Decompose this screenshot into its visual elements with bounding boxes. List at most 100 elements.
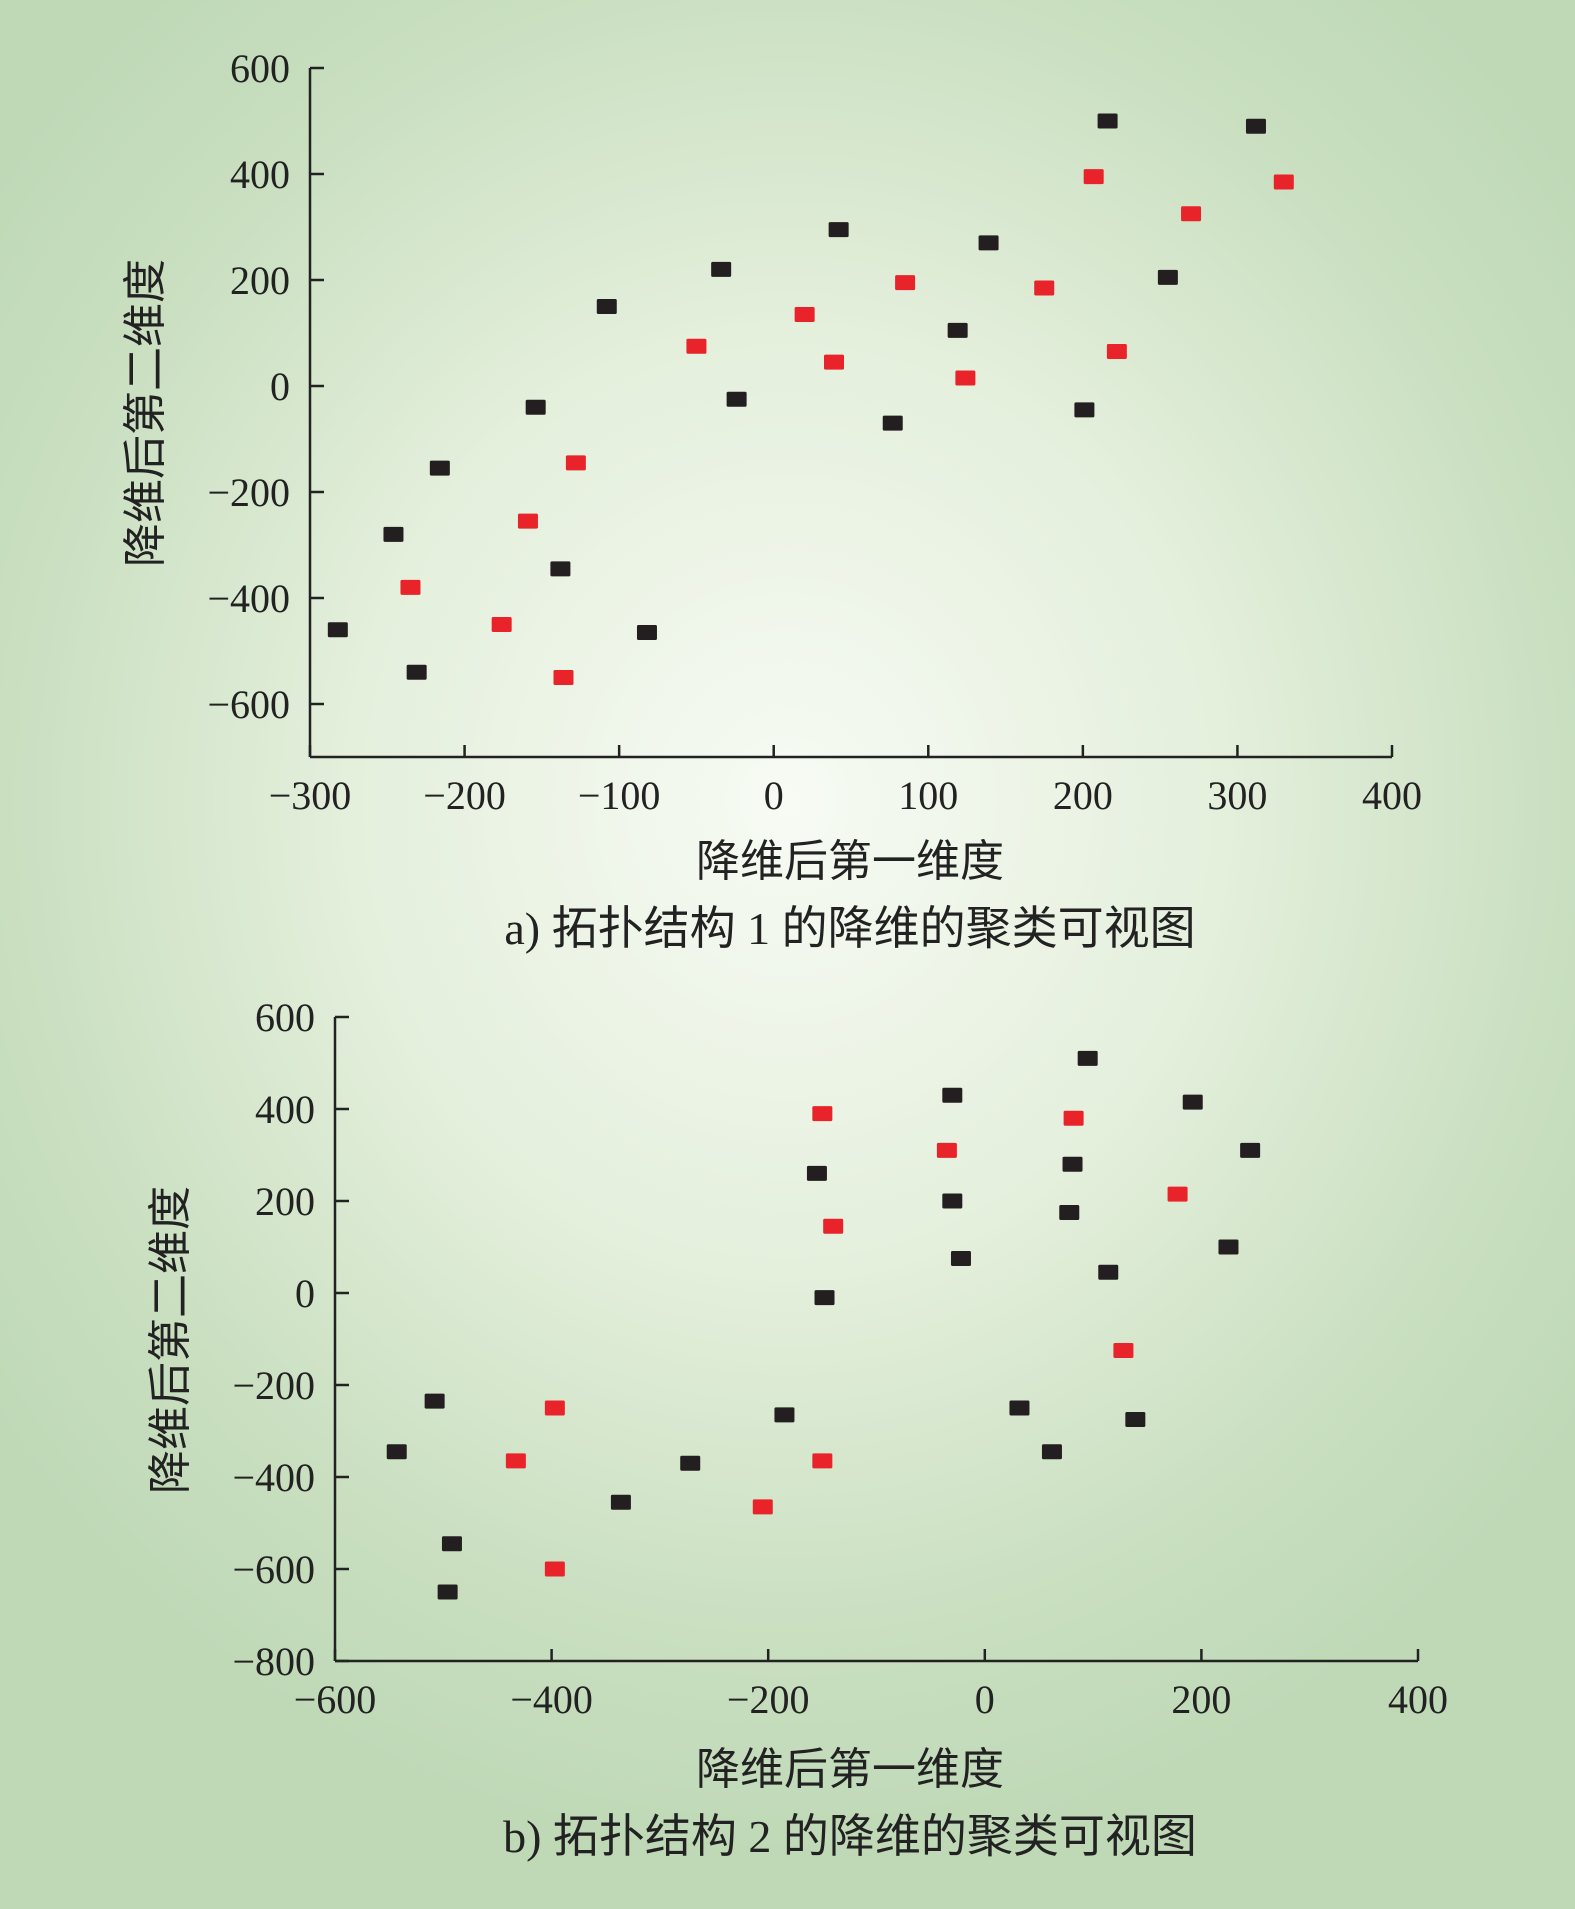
series-1 — [505, 1106, 1188, 1577]
scatter-point — [1113, 1343, 1134, 1358]
scatter-point — [1182, 1094, 1203, 1110]
scatter-point — [400, 579, 421, 595]
x-tick-label: 300 — [1207, 773, 1267, 818]
y-tick-label: 0 — [270, 364, 290, 409]
x-tick-label: −200 — [423, 773, 506, 818]
y-axis-title-b: 降维后第二维度 — [146, 1186, 195, 1494]
x-tick-label: −600 — [294, 1677, 377, 1722]
scatter-point — [550, 561, 571, 577]
scatter-point — [1041, 1444, 1062, 1460]
scatter-point — [812, 1453, 833, 1469]
scatter-point — [383, 526, 404, 542]
scatter-point — [636, 624, 657, 640]
scatter-point — [386, 1444, 407, 1460]
series-1 — [400, 169, 1294, 685]
scatter-point — [814, 1290, 835, 1306]
x-tick-label: 400 — [1362, 773, 1422, 818]
scatter-point — [525, 399, 546, 415]
scatter-point — [1157, 269, 1178, 285]
scatter-point — [823, 1218, 844, 1234]
x-tick-label: −200 — [727, 1677, 810, 1722]
y-tick-label: −400 — [232, 1455, 315, 1500]
x-axis-title-a: 降维后第一维度 — [696, 837, 1004, 886]
scatter-point — [950, 1251, 971, 1266]
y-tick-label: −400 — [207, 576, 290, 621]
scatter-point — [1077, 1050, 1098, 1066]
x-axis-title-b: 降维后第一维度 — [696, 1745, 1004, 1794]
plot-area-b: −600 −400 −200 0 200 400−800−600−400−20002004… — [232, 995, 1448, 1722]
scatter-point — [406, 664, 427, 680]
scatter-point — [1098, 1264, 1119, 1280]
x-tick-label: 400 — [1388, 1677, 1448, 1722]
series-2 — [327, 113, 1266, 680]
scatter-point — [1074, 402, 1095, 418]
scatter-point — [596, 299, 617, 314]
caption-a: a) 拓扑结构 1 的降维的聚类可视图 — [504, 903, 1195, 954]
scatter-point — [437, 1584, 458, 1600]
scatter-point — [752, 1499, 773, 1515]
scatter-point — [565, 455, 586, 471]
scatter-point — [942, 1087, 963, 1103]
scatter-point — [828, 222, 849, 238]
scatter-point — [517, 513, 538, 529]
scatter-point — [1125, 1412, 1146, 1427]
scatter-point — [544, 1400, 565, 1416]
x-tick-label: 100 — [898, 773, 958, 818]
scatter-point — [1181, 206, 1202, 222]
chart-panel-a: −300 −200 −100 0 100 200 300 400 −600 −400 −200 0 20… — [121, 46, 1422, 954]
scatter-point — [947, 322, 968, 338]
scatter-point — [1063, 1110, 1084, 1126]
scatter-point — [726, 391, 747, 407]
y-tick-label: 600 — [230, 46, 290, 91]
scatter-point — [774, 1407, 795, 1423]
x-tick-label: 0 — [975, 1677, 995, 1722]
scatter-point — [823, 354, 844, 370]
scatter-point — [680, 1455, 701, 1471]
x-tick-label: −300 — [269, 773, 352, 818]
y-tick-label: −600 — [232, 1547, 315, 1592]
chart-panel-b: −600 −400 −200 0 200 400−800−600−400−20002004… — [146, 995, 1448, 1862]
x-tick-label: 200 — [1171, 1677, 1231, 1722]
scatter-point — [491, 617, 512, 632]
y-tick-label: 200 — [230, 258, 290, 303]
scatter-point — [553, 670, 574, 685]
scatter-point — [1240, 1142, 1261, 1158]
scatter-point — [1167, 1186, 1188, 1202]
scatter-point — [686, 338, 707, 354]
y-tick-label: −600 — [207, 682, 290, 727]
x-tick-label: 0 — [764, 773, 784, 818]
x-tick-label: −100 — [578, 773, 661, 818]
y-tick-label: 400 — [230, 152, 290, 197]
y-tick-label: −200 — [207, 470, 290, 515]
plot-area-a: −300 −200 −100 0 100 200 300 400 −600 −400 −200 0 20… — [207, 46, 1422, 818]
scatter-point — [1273, 174, 1294, 190]
y-tick-label: 400 — [255, 1087, 315, 1132]
y-tick-label: 200 — [255, 1179, 315, 1224]
x-tick-label: −400 — [510, 1677, 593, 1722]
y-axis-title-a: 降维后第二维度 — [121, 259, 170, 567]
series-2 — [386, 1050, 1261, 1600]
scatter-point — [1009, 1400, 1030, 1416]
scatter-point — [936, 1142, 957, 1158]
scatter-point — [1059, 1205, 1080, 1220]
scatter-point — [1245, 118, 1266, 134]
y-tick-label: −200 — [232, 1363, 315, 1408]
scatter-point — [424, 1393, 445, 1409]
scatter-point — [806, 1165, 827, 1181]
y-tick-label: −800 — [232, 1639, 315, 1684]
scatter-point — [955, 370, 976, 386]
scatter-point — [1218, 1239, 1239, 1255]
scatter-point — [441, 1536, 462, 1552]
y-tick-label: 600 — [255, 995, 315, 1040]
scatter-point — [1062, 1156, 1083, 1172]
scatter-point — [942, 1193, 963, 1209]
scatter-point — [429, 460, 450, 476]
x-tick-label: 200 — [1053, 773, 1113, 818]
scatter-point — [794, 306, 815, 322]
scatter-point — [978, 235, 999, 251]
scatter-point — [544, 1561, 565, 1577]
scatter-point — [1097, 113, 1118, 129]
scatter-point — [812, 1106, 833, 1122]
scatter-point — [882, 415, 903, 431]
